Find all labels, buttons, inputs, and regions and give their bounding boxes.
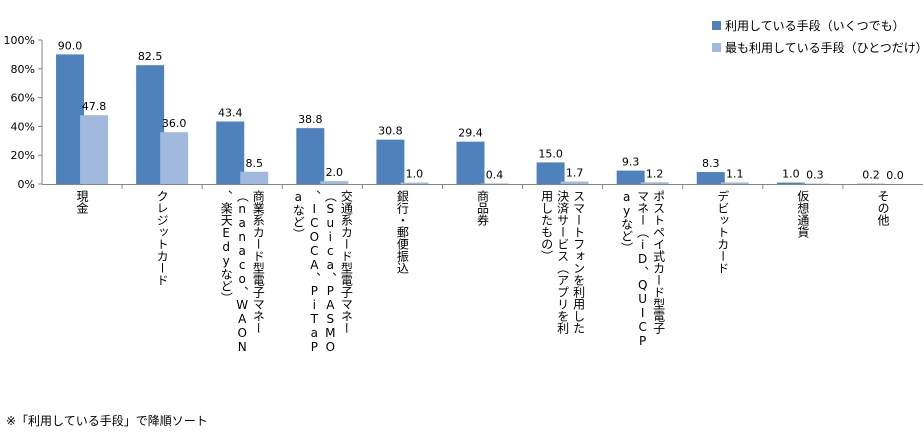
data-label: 90.0 [58,39,83,52]
data-label: 15.0 [538,147,563,160]
category-label: その他 [875,190,890,226]
legend-item-all: 利用している手段（いくつでも） [712,14,923,36]
y-tick-label: 20% [11,149,35,162]
data-label: 2.0 [326,166,344,179]
legend-label-all: 利用している手段（いくつでも） [725,18,905,33]
legend: 利用している手段（いくつでも） 最も利用している手段（ひとつだけ） [712,14,923,58]
category-label: 商品券 [475,190,490,226]
y-tick-label: 60% [11,92,35,105]
plot-area: 0% 20% 40% 60% 80% 100% [4,34,923,191]
bar-all [536,162,565,184]
bar-most [240,171,269,184]
footnote: ※「利用している手段」で降順ソート [6,414,208,428]
bar-most [400,182,429,184]
data-label: 8.3 [702,157,720,170]
bar-all [216,121,245,184]
category-label: 商業系カード型電子マネー （nanaco、WAON 、楽天Edyなど） [219,190,266,354]
category-label: 交通系カード型電子マネー （Suica、PASMO 、ICOCA、PiTaP a… [291,190,354,354]
data-label: 30.8 [378,125,403,138]
category-label: 仮想通貨 [795,190,810,238]
bar-most [720,182,749,184]
data-label: 36.0 [162,117,187,130]
data-label: 1.1 [726,167,744,180]
bar-most [320,181,349,184]
bar-all [616,170,645,184]
data-label: 1.7 [566,167,584,180]
data-label: 82.5 [138,50,163,63]
category-label: 銀行・郵便振込 [395,190,410,274]
bar-all [776,182,805,184]
bar-all [296,128,325,184]
data-label: 1.0 [782,168,800,181]
category-label: 現金 [75,190,90,214]
legend-item-most: 最も利用している手段（ひとつだけ） [712,36,923,58]
data-label: 0.4 [486,168,504,181]
bars [56,54,885,185]
y-tick-label: 0% [18,178,35,191]
legend-swatch-most [712,42,721,52]
category-label: クレジットカード [155,190,170,286]
data-label: 1.2 [646,167,664,180]
bar-all [456,141,485,184]
bar-most [560,181,589,184]
data-label: 29.4 [458,127,483,140]
legend-swatch-all [712,20,721,30]
y-tick-label: 40% [11,120,35,133]
category-label: ポストペイ式カード型電子 マネー（iD、QUICP ayなど） [619,190,666,348]
bar-all [136,65,165,184]
bar-most [640,182,669,184]
data-label: 38.8 [298,113,323,126]
data-label: 43.4 [218,107,243,120]
category-label: デビットカード [715,190,730,274]
data-label: 0.2 [862,169,880,182]
data-label: 0.3 [806,169,824,182]
data-label: 9.3 [622,156,640,169]
y-tick-label: 100% [4,34,35,47]
data-labels: 90.0 82.5 43.4 38.8 30.8 29.4 15.0 9.3 8.3 1.0 0.2… [58,39,904,182]
bar-most [160,132,189,184]
bar-all [56,54,85,185]
bar-all [376,139,405,184]
legend-label-most: 最も利用している手段（ひとつだけ） [725,40,923,55]
data-label: 8.5 [245,157,263,170]
data-label: 0.0 [886,169,904,182]
category-label: スマートフォンを利用した 決済サービス（アプリを利 用したもの） [539,190,586,334]
y-tick-label: 80% [11,63,35,76]
data-label: 1.0 [406,168,424,181]
data-label: 47.8 [82,100,107,113]
bar-all [696,172,725,184]
bar-most [480,183,509,184]
bar-most [80,115,109,184]
